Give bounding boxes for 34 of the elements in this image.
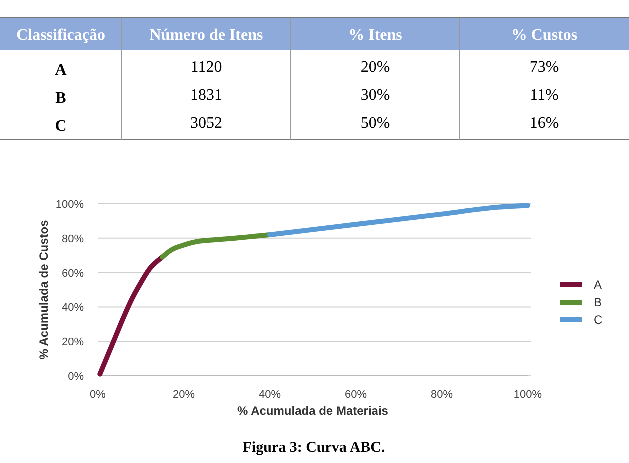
data-label: 16% [530,115,560,132]
data-label: 73% [530,59,560,76]
x-tick-label: 60% [344,389,368,401]
category-label: C [55,118,67,135]
data-label: 20% [360,59,390,76]
legend-label: C [594,313,603,327]
x-tick-label: 0% [90,389,106,401]
y-tick-label: 20% [62,336,84,349]
legend-label: B [594,296,602,310]
text: Número de Itens [150,27,264,44]
data-label: 50% [360,115,390,132]
x-tick-label: 40% [258,389,282,401]
y-tick-label: 40% [62,302,84,314]
text: % Itens [348,27,402,44]
text: Figura 3: Curva ABC. [242,440,386,456]
data-label: 1120 [190,59,222,76]
data-label: 11% [530,87,559,104]
text: Classificação [16,27,106,44]
y-tick-label: 0% [68,371,84,383]
y-tick-label: 100% [56,199,84,211]
data-label: 30% [360,87,390,104]
x-tick-label: 100% [514,389,542,401]
category-label: A [55,62,68,79]
data-label: 1831 [190,87,222,104]
x-tick-label: 80% [430,389,454,401]
y-tick-label: 60% [62,268,84,280]
y-axis-title: % Acumulada de Custos [37,220,51,360]
data-label: 3052 [190,115,222,132]
category-label: B [56,90,67,107]
text: % Custos [511,27,578,44]
x-tick-label: 20% [172,389,196,401]
x-axis-title: % Acumulada de Materiais [238,404,389,418]
legend-label: A [594,278,602,292]
y-tick-label: 80% [62,233,84,246]
